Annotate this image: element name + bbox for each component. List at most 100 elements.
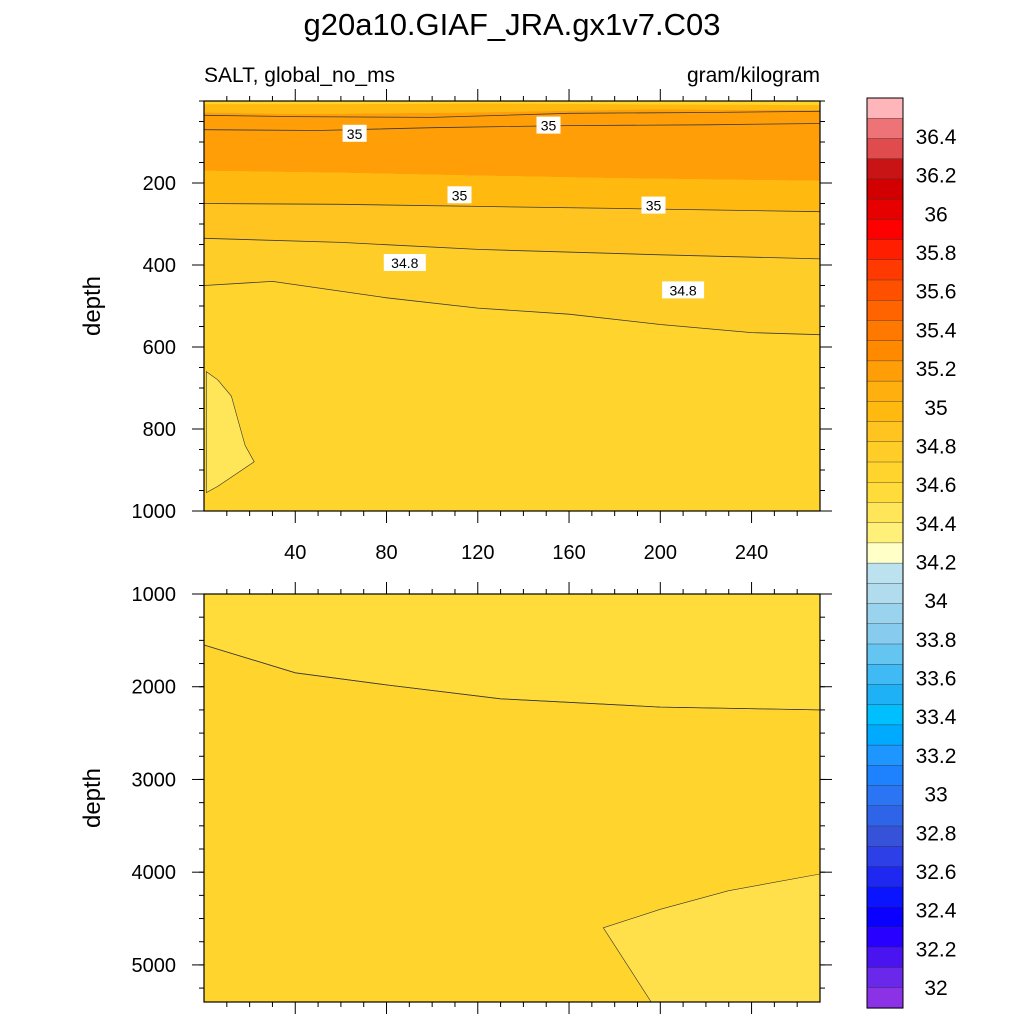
y-axis-label: depth — [79, 768, 106, 828]
y-axis-label: depth — [79, 276, 106, 336]
colorbar-label: 34.2 — [916, 552, 957, 575]
contour-label-bg — [662, 281, 705, 299]
contour-label-bg — [536, 116, 561, 134]
colorbar-label: 35 — [924, 397, 947, 420]
panel-lower: 1000 2000 3000 4000 5000 depth — [79, 582, 832, 1014]
colorbar-swatch — [866, 239, 904, 261]
panel-frame — [203, 593, 821, 1003]
y-tick-label: 2000 — [132, 677, 177, 699]
colorbar-swatch — [866, 502, 904, 524]
colorbar-swatch — [866, 967, 904, 989]
y-tick-label: 3000 — [132, 769, 177, 791]
colorbar-swatch — [866, 441, 904, 463]
panel-upper: 35 35 35 35 34.8 34.8 200 400 600 800 1000 40 80 120 1… — [79, 89, 832, 564]
colorbar-swatch — [866, 704, 904, 726]
contour-label-text: 34.8 — [391, 255, 418, 271]
colorbar-label: 33.4 — [916, 706, 957, 729]
colorbar-swatch — [866, 724, 904, 746]
region-surface-band — [204, 103, 820, 115]
colorbar-swatch — [866, 987, 904, 1009]
y-tick-label: 1000 — [132, 584, 177, 606]
contour-label-bg — [447, 186, 472, 204]
x-tick-label: 120 — [461, 542, 494, 564]
colorbar-swatch — [866, 825, 904, 847]
contour-label: 34.8 — [662, 281, 705, 299]
colorbar-swatch — [866, 623, 904, 645]
x-tick-label: 160 — [552, 542, 585, 564]
colorbar-swatch — [866, 158, 904, 180]
colorbar-label: 36.4 — [916, 126, 957, 149]
colorbar-label: 34.6 — [916, 474, 957, 497]
colorbar-label: 35.8 — [916, 242, 957, 265]
contour-iso-35.1 — [204, 110, 820, 118]
colorbar-label: 34 — [924, 590, 948, 613]
colorbar-swatch — [866, 97, 904, 119]
contour-label-text: 35 — [347, 126, 363, 142]
colorbar-label: 34.4 — [916, 513, 957, 536]
contour-iso-34.7-deep — [204, 644, 820, 711]
colorbar-swatch — [866, 947, 904, 969]
colorbar-swatch — [866, 259, 904, 281]
panel-upper-fill: 35 35 35 35 34.8 34.8 — [204, 101, 820, 511]
colorbar-swatch — [866, 198, 904, 220]
colorbar-label: 32.2 — [916, 938, 957, 961]
colorbar-label: 32 — [924, 977, 947, 1000]
colorbar-swatch — [866, 421, 904, 443]
y-tick-label: 5000 — [132, 955, 177, 977]
colorbar-swatch — [866, 684, 904, 706]
contour-label-bg — [383, 254, 426, 271]
y-tick-label: 400 — [143, 255, 176, 277]
region-band-34.7 — [204, 281, 820, 511]
colorbar-swatch — [866, 906, 904, 928]
colorbar-swatch — [866, 562, 904, 584]
colorbar-swatch — [866, 886, 904, 908]
colorbar-swatch — [866, 846, 904, 868]
contour-label-text: 35 — [541, 118, 557, 134]
colorbar-label: 33.8 — [916, 629, 957, 652]
colorbar-label: 33.2 — [916, 745, 957, 768]
region-band-35 — [204, 170, 820, 212]
colorbar-label: 33 — [924, 784, 947, 807]
deep-bottom-patch — [602, 873, 820, 1002]
colorbar-swatch — [866, 380, 904, 402]
colorbar-label: 35.6 — [916, 281, 957, 304]
panel-lower-fill — [204, 594, 820, 1002]
region-band-34.8 — [204, 238, 820, 335]
colorbar-swatch — [866, 300, 904, 322]
contour-iso-34.9 — [204, 237, 820, 260]
colorbar-swatch — [866, 138, 904, 160]
colorbar-label: 34.8 — [916, 436, 957, 459]
region-band-34.9 — [204, 203, 820, 259]
colorbar-swatch — [866, 805, 904, 827]
variable-label: SALT, global_no_ms — [204, 64, 395, 87]
colorbar-label: 33.6 — [916, 668, 957, 691]
contour-iso-35.0-shallow — [204, 123, 820, 131]
colorbar-swatch — [866, 866, 904, 888]
y-tick-label: 600 — [143, 337, 176, 359]
colorbar-swatch — [866, 926, 904, 948]
colorbar-swatch — [866, 461, 904, 483]
contour-label-bg — [342, 124, 367, 142]
colorbar: 36.4 36.2 36 35.8 35.6 35.4 35.2 35 34.8 34.6 34.4… — [866, 97, 957, 1009]
region-core-35.2 — [204, 109, 820, 181]
colorbar-swatch — [866, 603, 904, 625]
colorbar-swatch — [866, 664, 904, 686]
contour-label: 35 — [447, 186, 472, 204]
x-tick-label: 200 — [644, 542, 677, 564]
colorbar-swatch — [866, 178, 904, 200]
panel-lower-axes: 1000 2000 3000 4000 5000 depth — [79, 582, 832, 1014]
colorbar-swatch — [866, 279, 904, 301]
colorbar-label: 35.2 — [916, 358, 957, 381]
contour-label-text: 34.8 — [669, 282, 696, 298]
y-tick-label: 1000 — [132, 501, 177, 523]
colorbar-swatch — [866, 320, 904, 342]
colorbar-frame — [866, 97, 904, 1009]
x-tick-label: 240 — [735, 542, 768, 564]
colorbar-swatch — [866, 522, 904, 544]
colorbar-swatch — [866, 785, 904, 807]
colorbar-swatch — [866, 360, 904, 382]
colorbar-label: 35.4 — [916, 319, 957, 342]
contour-iso-34.8 — [204, 280, 820, 336]
contour-label: 35 — [536, 116, 561, 134]
